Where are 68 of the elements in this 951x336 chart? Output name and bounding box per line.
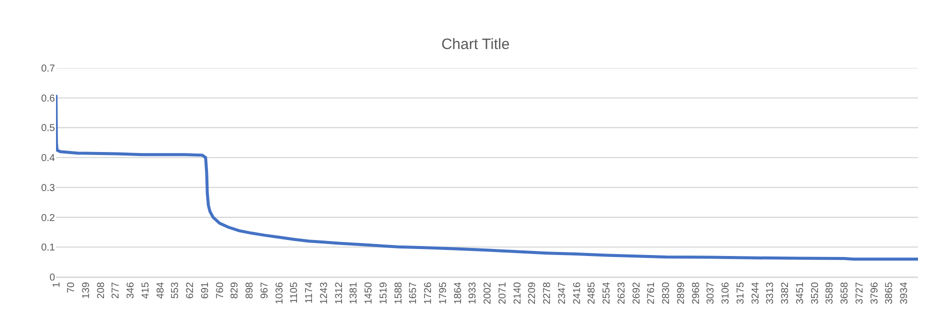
x-tick-label: 2830	[661, 282, 672, 304]
x-tick-label: 760	[214, 282, 226, 299]
x-tick-label: 2554	[602, 282, 613, 304]
y-tick-label: 0	[49, 272, 56, 284]
x-tick-label: 2899	[676, 282, 687, 304]
x-tick-label: 1450	[364, 282, 375, 304]
line-series	[56, 93, 918, 261]
x-tick-label: 3796	[869, 282, 880, 304]
x-tick-label: 1588	[393, 282, 404, 304]
y-tick-label: 0.4	[41, 153, 56, 164]
x-tick-label: 3382	[780, 282, 792, 304]
x-tick-label: 208	[96, 282, 107, 299]
x-tick-label: 3727	[854, 282, 866, 304]
x-tick-label: 2002	[482, 282, 494, 304]
x-tick-label: 829	[230, 282, 241, 299]
x-tick-label: 898	[244, 282, 256, 299]
y-tick-label: 0.3	[41, 182, 56, 194]
x-tick-label: 2692	[631, 282, 642, 304]
x-tick-label: 139	[81, 282, 92, 299]
y-tick-label: 0.5	[41, 123, 56, 134]
x-tick-label: 3934	[899, 282, 910, 304]
x-tick-label: 622	[185, 282, 196, 299]
x-tick-label: 1657	[408, 282, 420, 304]
x-tick-label: 1312	[334, 282, 345, 304]
x-tick-label: 1864	[452, 282, 464, 304]
x-tick-label: 1243	[318, 282, 330, 304]
x-tick-label: 2416	[572, 282, 583, 304]
y-tick-label: 0.7	[41, 64, 56, 74]
x-tick-label: 1933	[468, 282, 479, 304]
x-tick-label: 3313	[765, 282, 776, 304]
x-tick-label: 346	[126, 282, 137, 299]
x-tick-label: 1726	[423, 282, 434, 304]
x-tick-label: 2968	[690, 282, 702, 304]
x-tick-label: 484	[155, 282, 166, 299]
x-tick-label: 3451	[794, 282, 806, 304]
x-tick-label: 2071	[497, 282, 508, 304]
y-tick-label: 0.1	[41, 242, 56, 254]
x-tick-label: 1381	[348, 282, 360, 304]
x-tick-label: 2140	[512, 282, 524, 304]
x-tick-label: 967	[259, 282, 270, 299]
x-tick-label: 1174	[304, 282, 316, 304]
x-tick-label: 2761	[646, 282, 658, 304]
x-tick-label: 2485	[586, 282, 598, 304]
x-tick-label: 2278	[542, 282, 554, 304]
x-tick-label: 1519	[378, 282, 390, 304]
x-tick-label: 3520	[810, 282, 821, 304]
x-tick-label: 3037	[706, 282, 717, 304]
x-tick-label: 1	[51, 282, 62, 288]
y-tick-label: 0.2	[41, 212, 56, 224]
x-tick-label: 3589	[824, 282, 836, 304]
x-tick-label: 2209	[527, 282, 538, 304]
chart-title: Chart Title	[441, 36, 510, 53]
x-tick-label: 1795	[438, 282, 449, 304]
x-tick-label: 3175	[735, 282, 746, 304]
x-tick-label: 70	[66, 282, 78, 294]
x-tick-label: 3865	[884, 282, 896, 304]
y-tick-label: 0.6	[41, 93, 56, 104]
x-tick-label: 415	[140, 282, 152, 299]
x-tick-label: 1036	[274, 282, 286, 304]
x-tick-label: 2623	[616, 282, 628, 304]
x-tick-label: 691	[200, 282, 211, 299]
x-tick-label: 2347	[556, 282, 568, 304]
x-tick-label: 3244	[750, 282, 762, 304]
x-tick-label: 3106	[720, 282, 732, 304]
x-tick-label: 1105	[289, 282, 300, 304]
x-tick-label: 553	[170, 282, 182, 299]
x-tick-label: 277	[110, 282, 122, 299]
x-tick-label: 3658	[840, 282, 851, 304]
